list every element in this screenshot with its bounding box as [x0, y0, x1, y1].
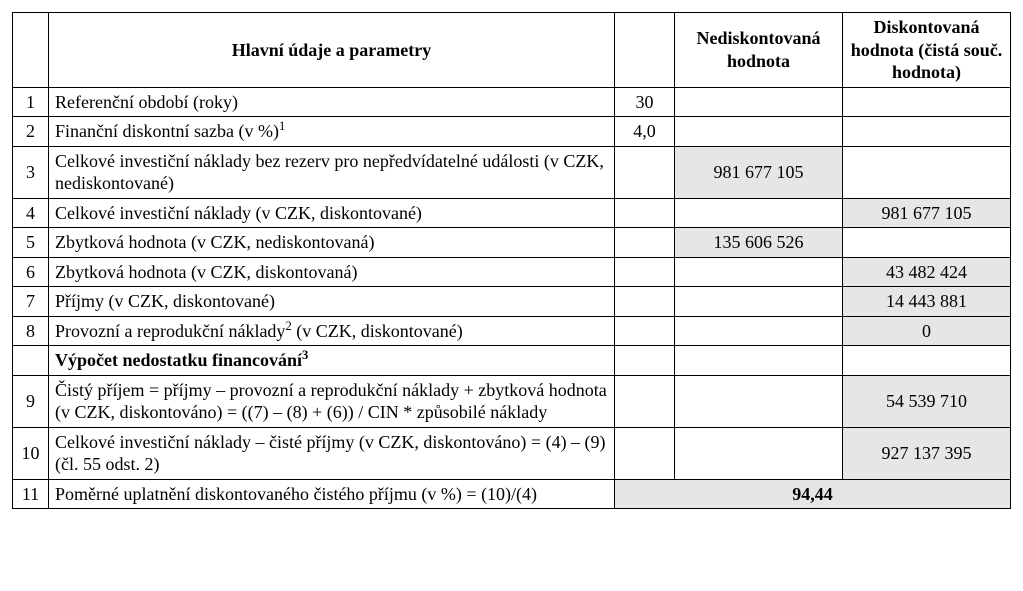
- row-number: 2: [13, 117, 49, 147]
- row-value: [615, 375, 675, 427]
- row-value: [615, 257, 675, 287]
- row-desc: Zbytková hodnota (v CZK, nediskontovaná): [49, 228, 615, 258]
- row-nondisc: [675, 375, 843, 427]
- desc-text: Příjmy (v CZK, diskontované): [55, 291, 275, 311]
- row-desc: Zbytková hodnota (v CZK, diskontovaná): [49, 257, 615, 287]
- desc-text: Referenční období (roky): [55, 92, 238, 112]
- desc-text-post: (v CZK, diskontované): [292, 321, 463, 341]
- desc-text: Celkové investiční náklady – čisté příjm…: [55, 432, 606, 475]
- row-ratio: 94,44: [615, 479, 1011, 509]
- row-number: 6: [13, 257, 49, 287]
- row-disc: [843, 146, 1011, 198]
- table-row: 2 Finanční diskontní sazba (v %)1 4,0: [13, 117, 1011, 147]
- row-disc: 54 539 710: [843, 375, 1011, 427]
- row-desc: Čistý příjem = příjmy – provozní a repro…: [49, 375, 615, 427]
- desc-text: Finanční diskontní sazba (v %): [55, 121, 279, 141]
- table-row: 1 Referenční období (roky) 30: [13, 87, 1011, 117]
- row-desc: Provozní a reprodukční náklady2 (v CZK, …: [49, 316, 615, 346]
- desc-text: Zbytková hodnota (v CZK, nediskontovaná): [55, 232, 374, 252]
- footnote-ref: 1: [279, 119, 285, 133]
- row-disc: 43 482 424: [843, 257, 1011, 287]
- financial-table: Hlavní údaje a parametry Nediskontovaná …: [12, 12, 1011, 509]
- row-desc: Celkové investiční náklady (v CZK, disko…: [49, 198, 615, 228]
- desc-text: Provozní a reprodukční náklady: [55, 321, 285, 341]
- row-desc: Poměrné uplatnění diskontovaného čistého…: [49, 479, 615, 509]
- table-row: 9 Čistý příjem = příjmy – provozní a rep…: [13, 375, 1011, 427]
- table-row: 4 Celkové investiční náklady (v CZK, dis…: [13, 198, 1011, 228]
- desc-text: Celkové investiční náklady bez rezerv pr…: [55, 151, 604, 194]
- row-number: 11: [13, 479, 49, 509]
- row-disc: [843, 87, 1011, 117]
- header-params: Hlavní údaje a parametry: [49, 13, 615, 88]
- table-row: 11 Poměrné uplatnění diskontovaného čist…: [13, 479, 1011, 509]
- section-text: Výpočet nedostatku financování: [55, 350, 302, 370]
- row-number: 5: [13, 228, 49, 258]
- header-blank-1: [13, 13, 49, 88]
- footnote-ref: 3: [302, 348, 308, 362]
- table-row: 5 Zbytková hodnota (v CZK, nediskontovan…: [13, 228, 1011, 258]
- row-number: 3: [13, 146, 49, 198]
- row-value: [615, 198, 675, 228]
- row-value: [615, 287, 675, 317]
- row-value: [615, 427, 675, 479]
- row-value: [615, 146, 675, 198]
- row-value: [615, 316, 675, 346]
- row-desc: Finanční diskontní sazba (v %)1: [49, 117, 615, 147]
- row-nondisc: [675, 257, 843, 287]
- table-row: 3 Celkové investiční náklady bez rezerv …: [13, 146, 1011, 198]
- section-blank-nondisc: [675, 346, 843, 376]
- row-desc: Celkové investiční náklady – čisté příjm…: [49, 427, 615, 479]
- section-blank: [13, 346, 49, 376]
- desc-text: Poměrné uplatnění diskontovaného čistého…: [55, 484, 537, 504]
- section-blank-val: [615, 346, 675, 376]
- desc-text: Celkové investiční náklady (v CZK, disko…: [55, 203, 422, 223]
- row-number: 7: [13, 287, 49, 317]
- row-value: [615, 228, 675, 258]
- row-nondisc: 981 677 105: [675, 146, 843, 198]
- row-value: 4,0: [615, 117, 675, 147]
- row-disc: 927 137 395: [843, 427, 1011, 479]
- row-nondisc: [675, 427, 843, 479]
- desc-text: Čistý příjem = příjmy – provozní a repro…: [55, 380, 607, 423]
- row-nondisc: [675, 316, 843, 346]
- row-nondisc: [675, 287, 843, 317]
- row-desc: Celkové investiční náklady bez rezerv pr…: [49, 146, 615, 198]
- row-desc: Referenční období (roky): [49, 87, 615, 117]
- header-nondisc: Nediskontovaná hodnota: [675, 13, 843, 88]
- header-row: Hlavní údaje a parametry Nediskontovaná …: [13, 13, 1011, 88]
- section-row: Výpočet nedostatku financování3: [13, 346, 1011, 376]
- row-disc: [843, 117, 1011, 147]
- table-row: 7 Příjmy (v CZK, diskontované) 14 443 88…: [13, 287, 1011, 317]
- row-number: 10: [13, 427, 49, 479]
- section-title: Výpočet nedostatku financování3: [49, 346, 615, 376]
- header-blank-2: [615, 13, 675, 88]
- row-number: 1: [13, 87, 49, 117]
- row-disc: 0: [843, 316, 1011, 346]
- row-disc: 981 677 105: [843, 198, 1011, 228]
- row-disc: [843, 228, 1011, 258]
- row-number: 8: [13, 316, 49, 346]
- row-nondisc: 135 606 526: [675, 228, 843, 258]
- row-number: 9: [13, 375, 49, 427]
- row-value: 30: [615, 87, 675, 117]
- table-row: 8 Provozní a reprodukční náklady2 (v CZK…: [13, 316, 1011, 346]
- row-number: 4: [13, 198, 49, 228]
- row-nondisc: [675, 117, 843, 147]
- row-nondisc: [675, 198, 843, 228]
- row-nondisc: [675, 87, 843, 117]
- header-disc: Diskontovaná hodnota (čistá souč. hodnot…: [843, 13, 1011, 88]
- table-row: 10 Celkové investiční náklady – čisté př…: [13, 427, 1011, 479]
- section-blank-disc: [843, 346, 1011, 376]
- row-desc: Příjmy (v CZK, diskontované): [49, 287, 615, 317]
- table-row: 6 Zbytková hodnota (v CZK, diskontovaná)…: [13, 257, 1011, 287]
- desc-text: Zbytková hodnota (v CZK, diskontovaná): [55, 262, 357, 282]
- row-disc: 14 443 881: [843, 287, 1011, 317]
